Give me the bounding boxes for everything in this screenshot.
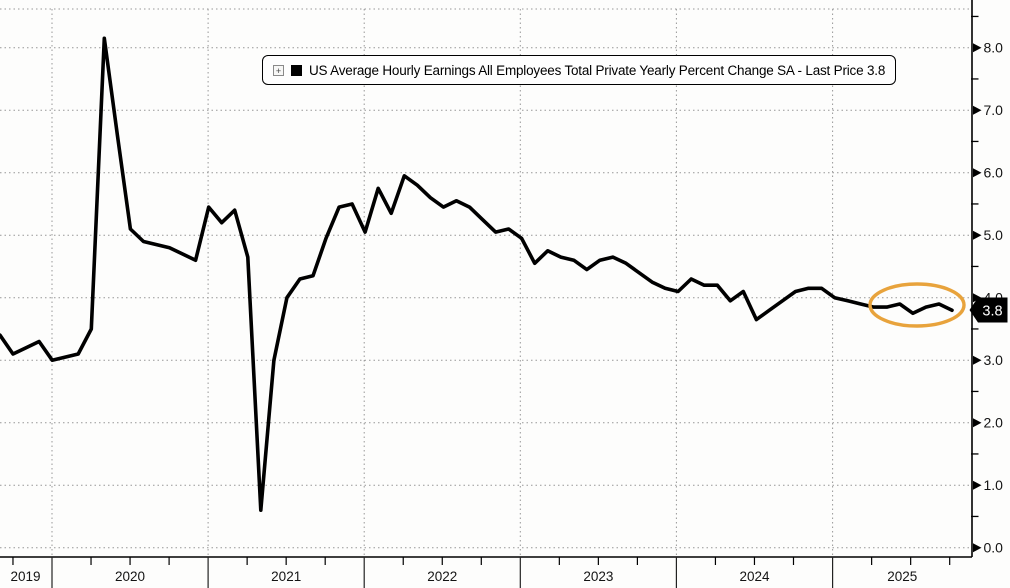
y-tick-label-0.0: 0.0: [984, 540, 1004, 556]
x-tick-label-2023: 2023: [583, 569, 613, 584]
y-tick-arrow-icon-0.0: [973, 543, 982, 553]
y-tick-label-1.0: 1.0: [984, 477, 1004, 493]
legend-expand-icon[interactable]: +: [273, 64, 284, 76]
y-tick-arrow-icon-3.0: [973, 355, 982, 365]
last-price-tag: [969, 297, 1008, 323]
y-tick-arrow-icon-7.0: [973, 105, 982, 115]
y-tick-label-3.0: 3.0: [984, 352, 1004, 368]
y-tick-arrow-icon-1.0: [973, 480, 982, 490]
y-tick-arrow-icon-5.0: [973, 230, 982, 240]
y-tick-arrow-icon-8.0: [973, 43, 982, 53]
y-tick-label-2.0: 2.0: [984, 415, 1004, 431]
legend-label: US Average Hourly Earnings All Employees…: [309, 62, 886, 78]
y-tick-label-6.0: 6.0: [984, 165, 1004, 181]
y-tick-arrow-icon-2.0: [973, 418, 982, 428]
x-tick-label-2022: 2022: [427, 569, 457, 584]
y-tick-arrow-icon-6.0: [973, 168, 982, 178]
legend-series-swatch-icon: [291, 64, 302, 76]
last-price-tag-value: 3.8: [982, 304, 1002, 320]
y-tick-arrow-icon-4.0: [973, 293, 982, 303]
x-tick-label-2024: 2024: [739, 569, 770, 584]
price-line: [0, 36, 954, 513]
x-tick-label-2025: 2025: [887, 569, 917, 584]
x-tick-label-2020: 2020: [115, 569, 145, 584]
legend[interactable]: + US Average Hourly Earnings All Employe…: [262, 55, 897, 85]
y-tick-label-5.0: 5.0: [984, 227, 1004, 243]
x-tick-label-2021: 2021: [271, 569, 301, 584]
highlight-ellipse: [868, 282, 966, 328]
y-tick-label-7.0: 7.0: [984, 102, 1004, 118]
y-tick-label-8.0: 8.0: [984, 40, 1004, 56]
x-tick-label-2019: 2019: [10, 569, 40, 584]
